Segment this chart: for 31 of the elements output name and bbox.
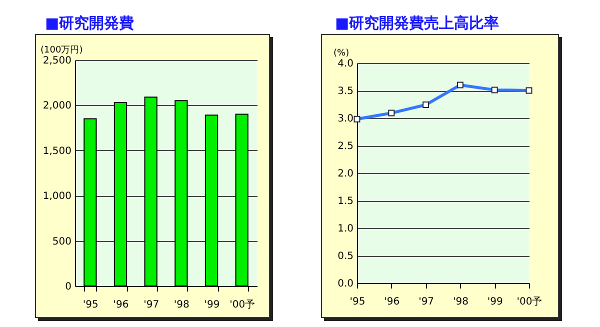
x-tick-label: '00予 [230, 300, 256, 310]
y-tick-label: 1.5 [338, 196, 354, 207]
y-axis-title: (%) [334, 48, 350, 58]
x-tick-label: '96 [384, 296, 400, 308]
y-tick-label: 0 [65, 282, 72, 292]
x-tick-label: '97 [144, 300, 160, 310]
y-tick-label: 500 [52, 236, 72, 248]
y-tick-label: 2.0 [338, 168, 354, 180]
y-tick-label: 0.0 [338, 278, 354, 290]
y-tick-label: 1.0 [338, 224, 354, 234]
y-axis-title: (100万円) [40, 46, 83, 56]
y-tick-label: 1,000 [42, 191, 72, 202]
y-tick-label: 3.5 [338, 86, 354, 97]
y-tick-label: 2,000 [42, 100, 72, 112]
y-tick-label: 1,500 [42, 146, 72, 157]
y-tick-label: 0.5 [338, 251, 354, 262]
y-tick-label: 2,500 [42, 56, 72, 66]
chart-title: ■研究開発費売上高比率 [335, 14, 500, 32]
x-tick-label: '99 [487, 296, 503, 308]
x-tick-label: '95 [82, 300, 98, 310]
x-tick-label: '99 [204, 300, 220, 310]
x-tick-label: '98 [452, 296, 468, 308]
x-tick-label: '97 [418, 296, 434, 308]
x-tick-label: '00予 [516, 296, 542, 308]
x-tick-label: '96 [113, 300, 129, 310]
chart-title: ■研究開発費 [45, 14, 134, 32]
y-tick-label: 2.5 [338, 141, 354, 152]
x-tick-label: '95 [350, 296, 366, 308]
y-tick-label: 3.0 [338, 114, 354, 124]
y-tick-label: 4.0 [338, 58, 354, 70]
x-tick-label: '98 [174, 300, 190, 310]
